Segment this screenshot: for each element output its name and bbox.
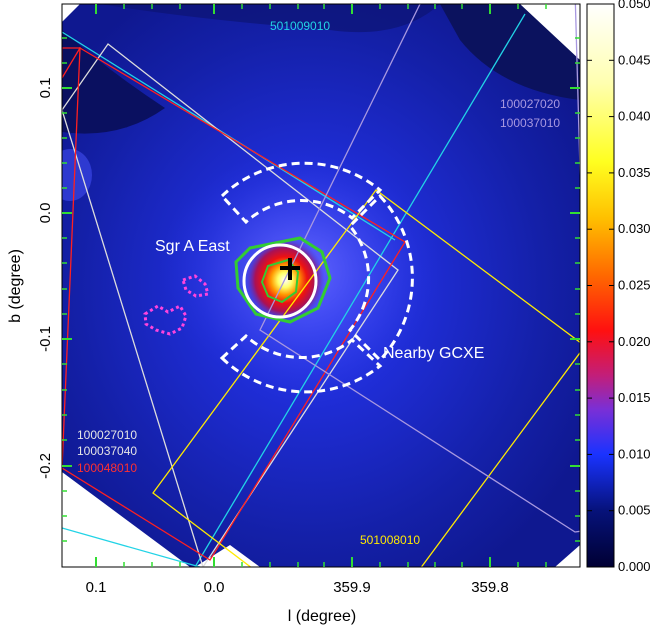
colorbar-tick-label: 0.050 [618, 0, 651, 11]
obs-id-top: 501009010 [270, 19, 330, 33]
no-data-top-right [520, 4, 580, 60]
y-tick-label: -0.1 [37, 326, 54, 352]
frame-ticks [62, 4, 580, 567]
colorbar-tick-label: 0.010 [618, 446, 651, 461]
y-axis-label: b (degree) [7, 249, 24, 323]
frame-minor-ticks [62, 4, 580, 567]
x-tick-label: 0.0 [204, 579, 225, 596]
y-tick-label: -0.2 [37, 453, 54, 479]
dark-region-top [62, 4, 440, 33]
colorbar-tick-label: 0.045 [618, 52, 651, 67]
obs-id-left-3: 100048010 [77, 461, 137, 475]
colorbar-tick-label: 0.030 [618, 221, 651, 236]
plot-frame [61, 3, 581, 568]
fov-cyan-edge-3 [62, 527, 201, 567]
emission-blob-left [62, 149, 92, 201]
colorbar-tick-label: 0.025 [618, 278, 651, 293]
colorbar-tick-label: 0.020 [618, 334, 651, 349]
magenta-region-2 [143, 304, 188, 336]
fov-white [62, 43, 399, 567]
no-data-top-left [62, 4, 80, 22]
no-data-bottom-right [555, 545, 580, 567]
gcxe-region-bottom [219, 333, 383, 394]
colorbar-ticks: 0.000 0.005 0.010 0.015 0.020 0.025 0.030 0.035… [587, 0, 651, 574]
fov-purple [259, 4, 580, 533]
y-tick-label: 0.0 [37, 203, 54, 224]
image-area: Sgr A East Nearby GCXE 501009010 5010080… [62, 4, 580, 567]
fov-red [62, 46, 406, 561]
obs-id-left-2: 100037040 [77, 444, 137, 458]
fov-red-corner [62, 47, 82, 80]
x-tick-label: 359.8 [471, 579, 509, 596]
obs-id-left-1: 100027010 [77, 428, 137, 442]
obs-id-bottom: 501008010 [360, 533, 420, 547]
dark-region-left [62, 30, 165, 134]
sgr-a-star-marker [280, 258, 300, 280]
magenta-region-1 [181, 274, 210, 298]
colorbar-tick-label: 0.015 [618, 390, 651, 405]
colorbar-tick-label: 0.040 [618, 109, 651, 124]
gcxe-region-right [347, 193, 414, 363]
fov-cyan-edge-2 [194, 13, 526, 567]
x-tick-label: 0.1 [86, 579, 107, 596]
obs-id-right-1: 100027020 [500, 97, 560, 111]
contour-green-outer [234, 236, 332, 324]
colorbar-tick-label: 0.035 [618, 165, 651, 180]
gcxe-region-top [219, 161, 383, 225]
obs-id-right-2: 100037010 [500, 116, 560, 130]
no-data-bottom-left [62, 472, 190, 567]
fov-yellow [152, 189, 580, 567]
x-axis-label: l (degree) [288, 608, 356, 625]
x-tick-label: 359.9 [333, 579, 371, 596]
dark-region-top-right [440, 4, 580, 100]
y-tick-label: 0.1 [37, 78, 54, 99]
sgr-a-east-circle [242, 243, 318, 319]
colorbar-tick-label: 0.000 [618, 559, 651, 574]
label-nearby-gcxe: Nearby GCXE [383, 345, 484, 362]
label-sgr-a-east: Sgr A East [155, 238, 230, 255]
colorbar-tick-label: 0.005 [618, 503, 651, 518]
